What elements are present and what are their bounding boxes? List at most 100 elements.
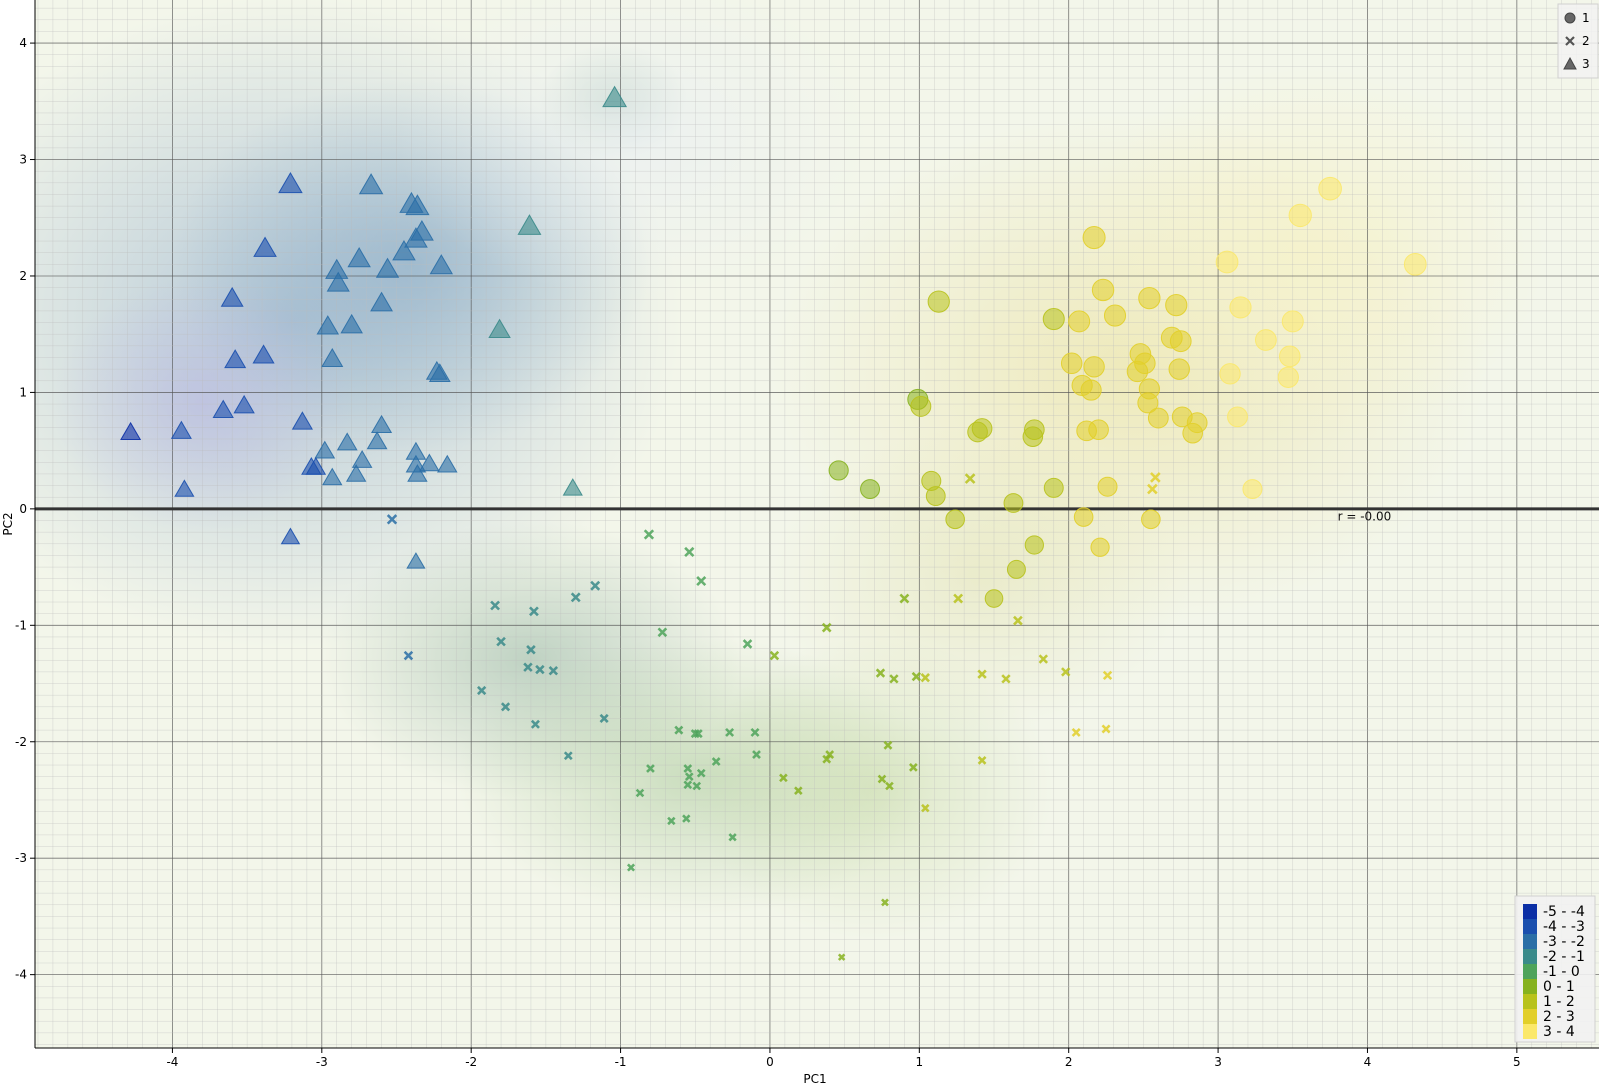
point-triangle: [278, 171, 303, 194]
y-tick-label: -3: [15, 851, 27, 865]
symbol-legend-box: [1557, 3, 1599, 79]
point-triangle: [345, 464, 367, 482]
point-circle: [1082, 226, 1106, 250]
point-x: [885, 781, 894, 791]
point-circle: [1242, 479, 1263, 500]
point-triangle: [253, 236, 277, 257]
point-circle: [971, 418, 993, 439]
point-x: [1150, 472, 1161, 483]
points-layer: [120, 85, 1427, 961]
point-circle: [860, 479, 881, 500]
point-triangle: [291, 411, 313, 430]
point-triangle: [407, 464, 428, 482]
x-tick-label: -1: [615, 1055, 627, 1069]
x-ticks: -4 -3 -2 -1 0 1 2 3 4 5: [166, 1048, 1521, 1069]
point-circle: [1215, 250, 1239, 274]
point-triangle: [488, 318, 511, 339]
point-x: [1147, 483, 1158, 495]
grid-layer: [35, 0, 1599, 1048]
point-circle: [1168, 358, 1190, 380]
point-x: [769, 650, 780, 661]
point-triangle: [336, 432, 358, 451]
point-x: [881, 898, 889, 907]
color-legend-swatch: [1523, 919, 1537, 934]
y-tick-label: 3: [19, 153, 27, 167]
point-triangle: [370, 414, 393, 434]
point-x: [590, 580, 601, 591]
point-circle: [945, 509, 965, 530]
x-tick-label: -2: [465, 1055, 477, 1069]
point-circle: [910, 395, 932, 417]
x-tick-label: -4: [166, 1055, 178, 1069]
point-triangle: [366, 431, 388, 450]
point-x: [657, 627, 668, 638]
point-circle: [1165, 293, 1188, 317]
legend-triangle-icon: [1563, 56, 1577, 70]
series-2: [386, 472, 1161, 961]
point-x: [643, 529, 655, 540]
point-x: [523, 662, 533, 672]
point-x: [386, 514, 398, 525]
point-circle: [1254, 329, 1277, 351]
point-x: [920, 673, 930, 683]
point-x: [875, 668, 886, 678]
point-circle: [1097, 476, 1118, 497]
point-x: [1038, 654, 1049, 664]
point-x: [921, 803, 930, 813]
point-triangle: [429, 254, 454, 275]
x-tick-label: 4: [1364, 1055, 1372, 1069]
y-tick-label: 2: [19, 269, 27, 283]
legend-x-icon: [1565, 36, 1575, 46]
point-circle: [1068, 310, 1091, 333]
point-x: [500, 702, 511, 712]
point-triangle: [347, 247, 371, 268]
point-x: [977, 669, 987, 679]
point-circle: [1277, 366, 1299, 388]
point-triangle: [220, 286, 244, 307]
point-circle: [1227, 406, 1248, 428]
point-x: [1101, 724, 1111, 734]
point-triangle: [404, 227, 428, 248]
point-triangle: [252, 344, 275, 364]
color-legend-swatch: [1523, 964, 1537, 979]
point-x: [563, 751, 573, 761]
point-triangle: [405, 194, 430, 216]
y-tick-label: 1: [19, 385, 27, 399]
point-circle: [1126, 360, 1149, 383]
point-x: [626, 863, 636, 872]
point-x: [692, 781, 702, 791]
y-tick-label: -2: [15, 735, 27, 749]
point-triangle: [419, 453, 440, 472]
point-circle: [1042, 308, 1065, 331]
point-circle: [1229, 296, 1252, 319]
point-x: [1013, 615, 1023, 626]
point-x: [837, 953, 846, 961]
point-triangle: [326, 271, 350, 292]
point-x: [599, 713, 609, 723]
point-circle: [1090, 537, 1110, 557]
point-circle: [1318, 176, 1342, 201]
point-circle: [1137, 392, 1159, 414]
point-x: [899, 593, 910, 604]
point-circle: [1219, 363, 1241, 385]
color-legend-swatch: [1523, 1024, 1537, 1039]
point-circle: [1003, 493, 1024, 513]
symbol-legend-label: 2: [1582, 34, 1590, 48]
point-x: [977, 755, 987, 765]
point-circle: [1060, 352, 1083, 375]
legend-circle-icon: [1564, 12, 1576, 24]
point-circle: [1288, 203, 1312, 228]
point-x: [693, 729, 703, 739]
point-x: [794, 786, 803, 795]
point-x: [496, 636, 506, 647]
point-circle: [828, 460, 849, 481]
point-x: [1001, 674, 1011, 684]
point-triangle: [170, 420, 192, 439]
point-triangle: [436, 454, 458, 473]
x-tick-label: -3: [316, 1055, 328, 1069]
point-x: [877, 774, 887, 784]
point-x: [683, 764, 693, 773]
point-x: [821, 622, 832, 633]
y-ticks: -4 -3 -2 -1 0 1 2 3 4: [15, 36, 35, 982]
point-circle: [1147, 407, 1169, 429]
